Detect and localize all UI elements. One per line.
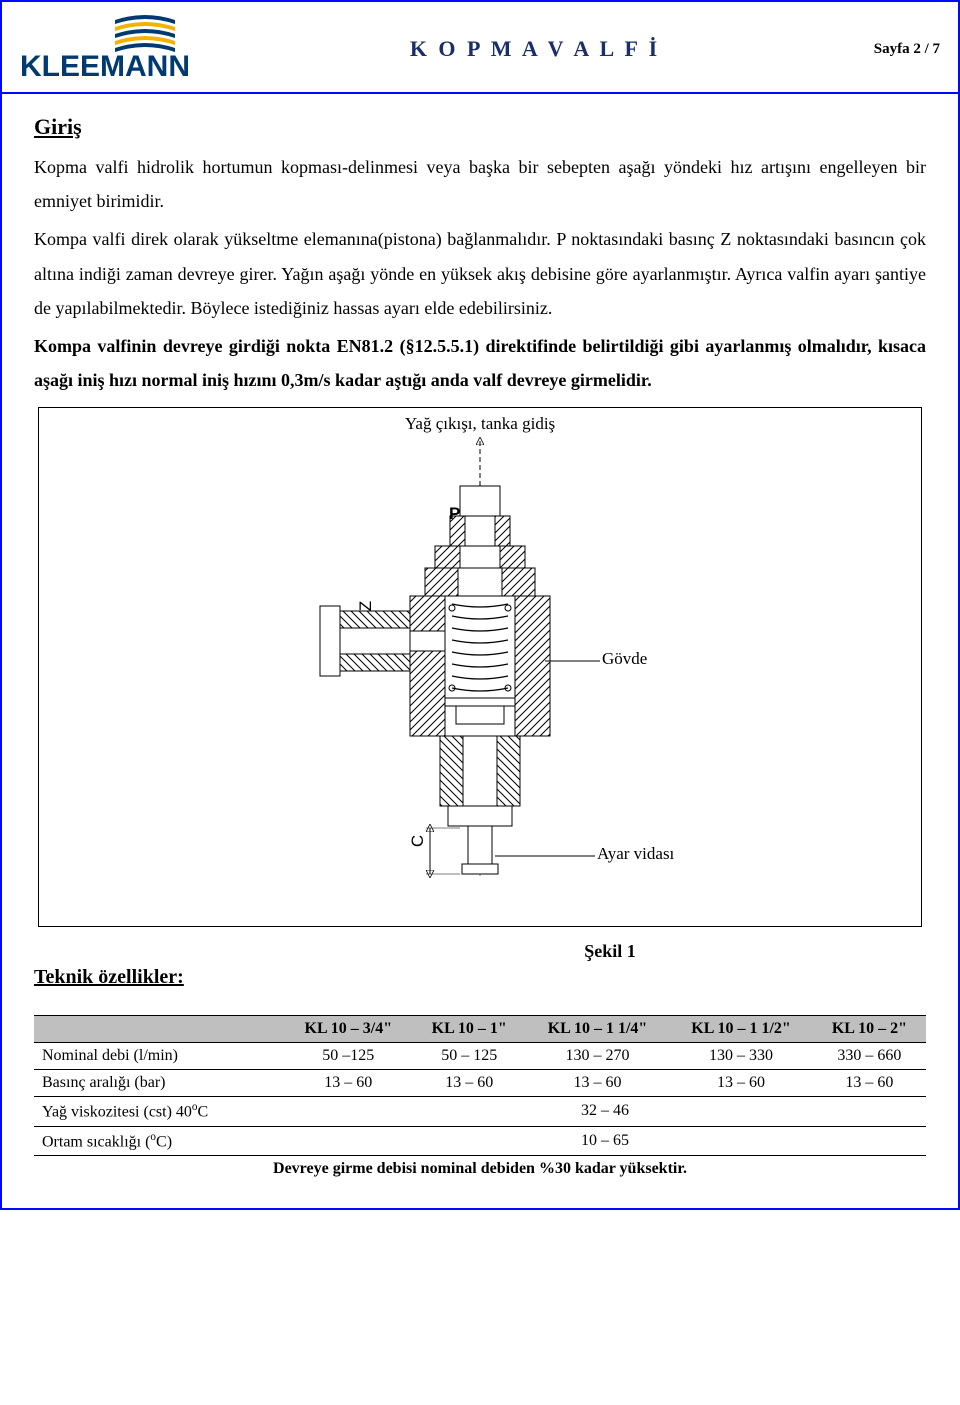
logo-text: KLEEMANN [20,50,190,83]
label-z: Z [356,601,376,611]
paragraph-3: Kompa valfinin devreye girdiği nokta EN8… [34,329,926,397]
page-frame: KLEEMANN K O P M A V A L F İ Sayfa 2 / 7… [0,0,960,1210]
paragraph-1: Kopma valfi hidrolik hortumun kopması-de… [34,150,926,218]
cell-merged: 10 – 65 [284,1126,926,1155]
col-3: KL 10 – 1 1/2" [669,1016,813,1043]
cell: 13 – 60 [813,1070,926,1097]
table-corner [34,1016,284,1043]
label-p: P [449,504,460,524]
doc-title: K O P M A V A L F İ [250,36,820,62]
row-label: Ortam sıcaklığı (oC) [34,1126,284,1155]
label-c: C [408,835,428,847]
table-row: Yağ viskozitesi (cst) 40oC 32 – 46 [34,1097,926,1126]
cell-merged: 32 – 46 [284,1097,926,1126]
valve-diagram: P Z Gövde Ayar vidası C [39,436,921,896]
page-number: Sayfa 2 / 7 [820,41,940,58]
table-header-row: KL 10 – 3/4" KL 10 – 1" KL 10 – 1 1/4" K… [34,1016,926,1043]
cell: 13 – 60 [669,1070,813,1097]
cell: 130 – 270 [526,1043,670,1070]
specs-table: KL 10 – 3/4" KL 10 – 1" KL 10 – 1 1/4" K… [34,1015,926,1156]
logo: KLEEMANN [20,14,250,84]
row-label: Basınç aralığı (bar) [34,1070,284,1097]
figure-caption: Şekil 1 [294,941,926,962]
label-screw: Ayar vidası [597,844,674,864]
cell: 13 – 60 [284,1070,413,1097]
label-body: Gövde [602,649,647,669]
paragraph-2: Kompa valfi direk olarak yükseltme elema… [34,222,926,325]
cell: 330 – 660 [813,1043,926,1070]
diagram-frame: Yağ çıkışı, tanka gidiş [38,407,922,927]
row-label: Nominal debi (l/min) [34,1043,284,1070]
cell: 130 – 330 [669,1043,813,1070]
row-label: Yağ viskozitesi (cst) 40oC [34,1097,284,1126]
specs-heading: Teknik özellikler: [34,966,926,989]
col-4: KL 10 – 2" [813,1016,926,1043]
header: KLEEMANN K O P M A V A L F İ Sayfa 2 / 7 [2,2,958,92]
cell: 50 –125 [284,1043,413,1070]
kleemann-logo: KLEEMANN [20,14,250,84]
section-heading: Giriş [34,114,926,140]
table-row: Ortam sıcaklığı (oC) 10 – 65 [34,1126,926,1155]
table-footnote: Devreye girme debisi nominal debiden %30… [34,1156,926,1198]
content: Giriş Kopma valfi hidrolik hortumun kopm… [2,94,958,1208]
cell: 13 – 60 [413,1070,526,1097]
cell: 50 – 125 [413,1043,526,1070]
col-2: KL 10 – 1 1/4" [526,1016,670,1043]
diagram-top-caption: Yağ çıkışı, tanka gidiş [39,414,921,434]
cell: 13 – 60 [526,1070,670,1097]
col-0: KL 10 – 3/4" [284,1016,413,1043]
table-row: Basınç aralığı (bar) 13 – 60 13 – 60 13 … [34,1070,926,1097]
table-row: Nominal debi (l/min) 50 –125 50 – 125 13… [34,1043,926,1070]
col-1: KL 10 – 1" [413,1016,526,1043]
